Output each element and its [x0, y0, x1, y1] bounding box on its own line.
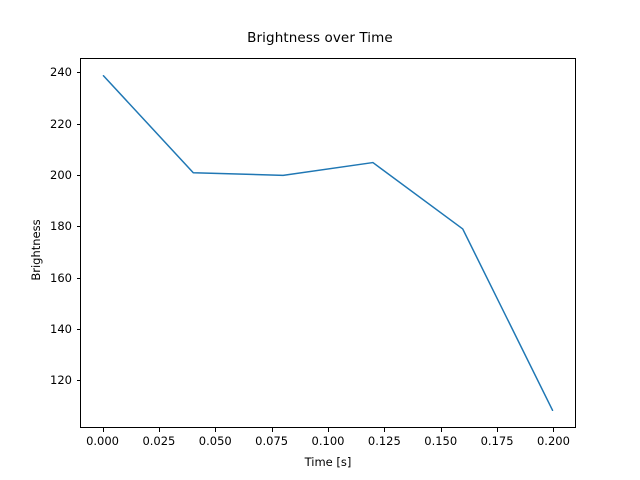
y-tick-mark	[76, 226, 80, 228]
x-tick-label: 0.200	[536, 434, 570, 448]
x-tick-label: 0.000	[86, 434, 119, 448]
x-tick-mark	[384, 428, 386, 432]
x-tick-mark	[440, 428, 442, 432]
x-tick-mark	[328, 428, 329, 432]
line-plot-svg	[102, 74, 554, 412]
y-tick-label: 120	[50, 373, 72, 388]
y-tick-label: 200	[50, 167, 72, 182]
x-tick-label: 0.150	[424, 434, 458, 448]
y-tick-mark	[76, 123, 80, 125]
y-tick-mark	[76, 329, 80, 331]
x-tick-mark	[215, 428, 217, 432]
x-tick-label: 0.050	[198, 434, 232, 448]
y-tick-label: 160	[50, 270, 72, 285]
x-tick-mark	[102, 428, 104, 432]
y-tick-mark	[76, 277, 80, 279]
x-tick-mark	[553, 428, 555, 432]
plot-axes-frame	[80, 58, 576, 428]
data-series-line	[102, 74, 554, 412]
x-axis-label: Time [s]	[304, 455, 352, 469]
x-tick-label: 0.025	[142, 434, 176, 448]
y-tick-label: 180	[50, 219, 72, 234]
chart-title: Brightness over Time	[247, 30, 393, 46]
y-tick-label: 220	[50, 116, 72, 131]
x-tick-label: 0.100	[311, 434, 345, 448]
x-tick-label: 0.125	[367, 434, 401, 448]
y-tick-mark	[76, 174, 80, 176]
y-tick-mark	[76, 380, 80, 382]
x-tick-mark	[497, 428, 499, 432]
y-tick-label: 140	[50, 322, 72, 337]
y-tick-label: 240	[50, 65, 72, 80]
x-tick-mark	[158, 428, 160, 432]
y-tick-mark	[76, 72, 80, 74]
x-tick-label: 0.175	[480, 434, 514, 448]
x-tick-mark	[271, 428, 273, 432]
y-axis-label: Brightness	[29, 219, 43, 281]
x-tick-label: 0.075	[255, 434, 289, 448]
